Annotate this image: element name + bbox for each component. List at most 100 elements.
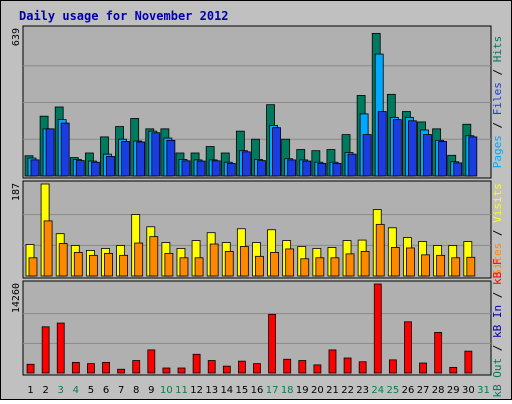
- bar-sites-2: [43, 220, 53, 277]
- bar-kb-f-28: [434, 332, 443, 374]
- bar-kb-f-20: [313, 364, 322, 374]
- bar-kb-f-29: [449, 366, 458, 374]
- bar-pages-13: [211, 160, 221, 177]
- day-label-8: 8: [133, 385, 139, 396]
- bar-pages-7: [121, 141, 130, 177]
- bar-kb-f-2: [41, 326, 50, 374]
- bar-kb-f-21: [328, 349, 337, 374]
- day-label-1: 1: [27, 385, 33, 396]
- chart-title: Daily usage for November 2012: [19, 9, 229, 23]
- day-label-2: 2: [42, 385, 48, 396]
- bar-sites-24: [375, 223, 385, 277]
- day-label-31: 31: [477, 385, 490, 396]
- panel-legend-title: Sites / Visits: [491, 183, 504, 276]
- bar-pages-20: [317, 162, 327, 177]
- bar-kb-f-8: [132, 360, 141, 374]
- chart-panels: 639 Pages / Files / Hits 187 Sites / Visits…: [11, 25, 504, 398]
- bar-sites-19: [300, 258, 310, 277]
- day-label-22: 22: [341, 385, 354, 396]
- day-label-12: 12: [190, 385, 203, 396]
- bar-kb-f-27: [419, 362, 427, 374]
- panel-legend-title: Pages / Files / Hits: [491, 36, 504, 169]
- bar-sites-8: [134, 242, 144, 277]
- day-label-17: 17: [266, 385, 279, 396]
- day-label-13: 13: [205, 385, 218, 396]
- bar-kb-f-5: [87, 363, 95, 374]
- bar-sites-28: [436, 254, 446, 277]
- day-label-10: 10: [160, 385, 173, 396]
- bar-sites-27: [421, 254, 430, 277]
- bar-pages-25: [392, 119, 402, 177]
- bar-sites-9: [149, 236, 159, 277]
- bar-sites-25: [390, 247, 400, 277]
- day-label-9: 9: [148, 385, 154, 396]
- bar-kb-f-23: [358, 361, 367, 374]
- day-label-5: 5: [88, 385, 94, 396]
- legend-part: /: [491, 62, 504, 82]
- legend-part: kB In: [491, 305, 504, 338]
- bar-pages-10: [166, 139, 176, 177]
- legend-part: kB F: [491, 258, 504, 285]
- day-label-14: 14: [220, 385, 233, 396]
- legend-part: kB Out: [491, 358, 504, 398]
- legend-part: /: [491, 223, 504, 243]
- bar-pages-29: [453, 162, 463, 177]
- bar-pages-14: [226, 162, 236, 177]
- bar-sites-16: [255, 255, 264, 277]
- y-max-label: 187: [11, 183, 22, 201]
- day-label-21: 21: [326, 385, 339, 396]
- bar-pages-9: [151, 132, 161, 177]
- bar-pages-26: [408, 120, 417, 177]
- bar-pages-1: [30, 159, 40, 177]
- bar-kb-f-7: [117, 368, 126, 374]
- panel-visits-sites: 187 Sites / Visits: [11, 180, 504, 279]
- bar-kb-f-19: [298, 360, 307, 374]
- panel-legend-title: kB Out / kB In / kB F: [491, 258, 504, 397]
- bar-sites-1: [28, 257, 38, 277]
- bar-pages-22: [347, 153, 357, 177]
- bar-kb-f-10: [162, 367, 171, 374]
- day-label-19: 19: [296, 385, 309, 396]
- plot-area: [22, 280, 492, 376]
- day-label-15: 15: [236, 385, 249, 396]
- bar-kb-f-9: [147, 349, 156, 374]
- bar-sites-3: [58, 243, 68, 277]
- bar-sites-20: [315, 257, 325, 277]
- y-max-label: 639: [11, 28, 22, 46]
- bar-kb-f-13: [207, 360, 216, 374]
- bar-sites-11: [179, 257, 189, 277]
- bar-kb-f-15: [238, 360, 246, 374]
- panel-kbf-kbin-kbout: 14260 kB Out / kB In / kB F: [11, 258, 504, 397]
- bar-pages-15: [241, 151, 251, 177]
- bar-sites-17: [270, 251, 279, 277]
- bar-kb-f-3: [56, 322, 65, 374]
- day-label-25: 25: [387, 385, 400, 396]
- legend-part: Visits: [491, 183, 504, 223]
- day-label-6: 6: [103, 385, 109, 396]
- bar-kb-f-14: [222, 365, 231, 374]
- day-label-20: 20: [311, 385, 324, 396]
- panel-hits-files-pages: 639 Pages / Files / Hits: [11, 25, 504, 179]
- bar-kb-f-1: [26, 363, 35, 374]
- legend-part: /: [491, 338, 504, 358]
- bar-sites-4: [73, 251, 83, 277]
- bar-kb-f-4: [71, 361, 80, 374]
- day-axis-labels: 1 2 3 4 5 6 7 8 9 10 11 12 13 14 15 16 17 18 19 20 21 22 23 24 2…: [27, 385, 489, 396]
- bar-kb-f-22: [343, 357, 352, 374]
- bar-pages-16: [257, 160, 266, 177]
- bar-sites-12: [194, 257, 204, 277]
- bar-sites-26: [406, 247, 415, 277]
- bar-kb-f-11: [177, 367, 186, 374]
- day-label-29: 29: [447, 385, 460, 396]
- legend-part: Sites: [491, 243, 504, 276]
- bar-pages-12: [196, 160, 206, 177]
- bar-sites-22: [345, 253, 355, 277]
- bar-sites-18: [285, 248, 295, 277]
- bar-pages-8: [136, 141, 146, 177]
- bar-kb-f-6: [102, 361, 110, 374]
- bar-sites-30: [466, 256, 476, 277]
- bar-pages-27: [423, 134, 432, 177]
- day-label-24: 24: [371, 385, 384, 396]
- bar-pages-21: [332, 162, 342, 177]
- day-label-27: 27: [417, 385, 430, 396]
